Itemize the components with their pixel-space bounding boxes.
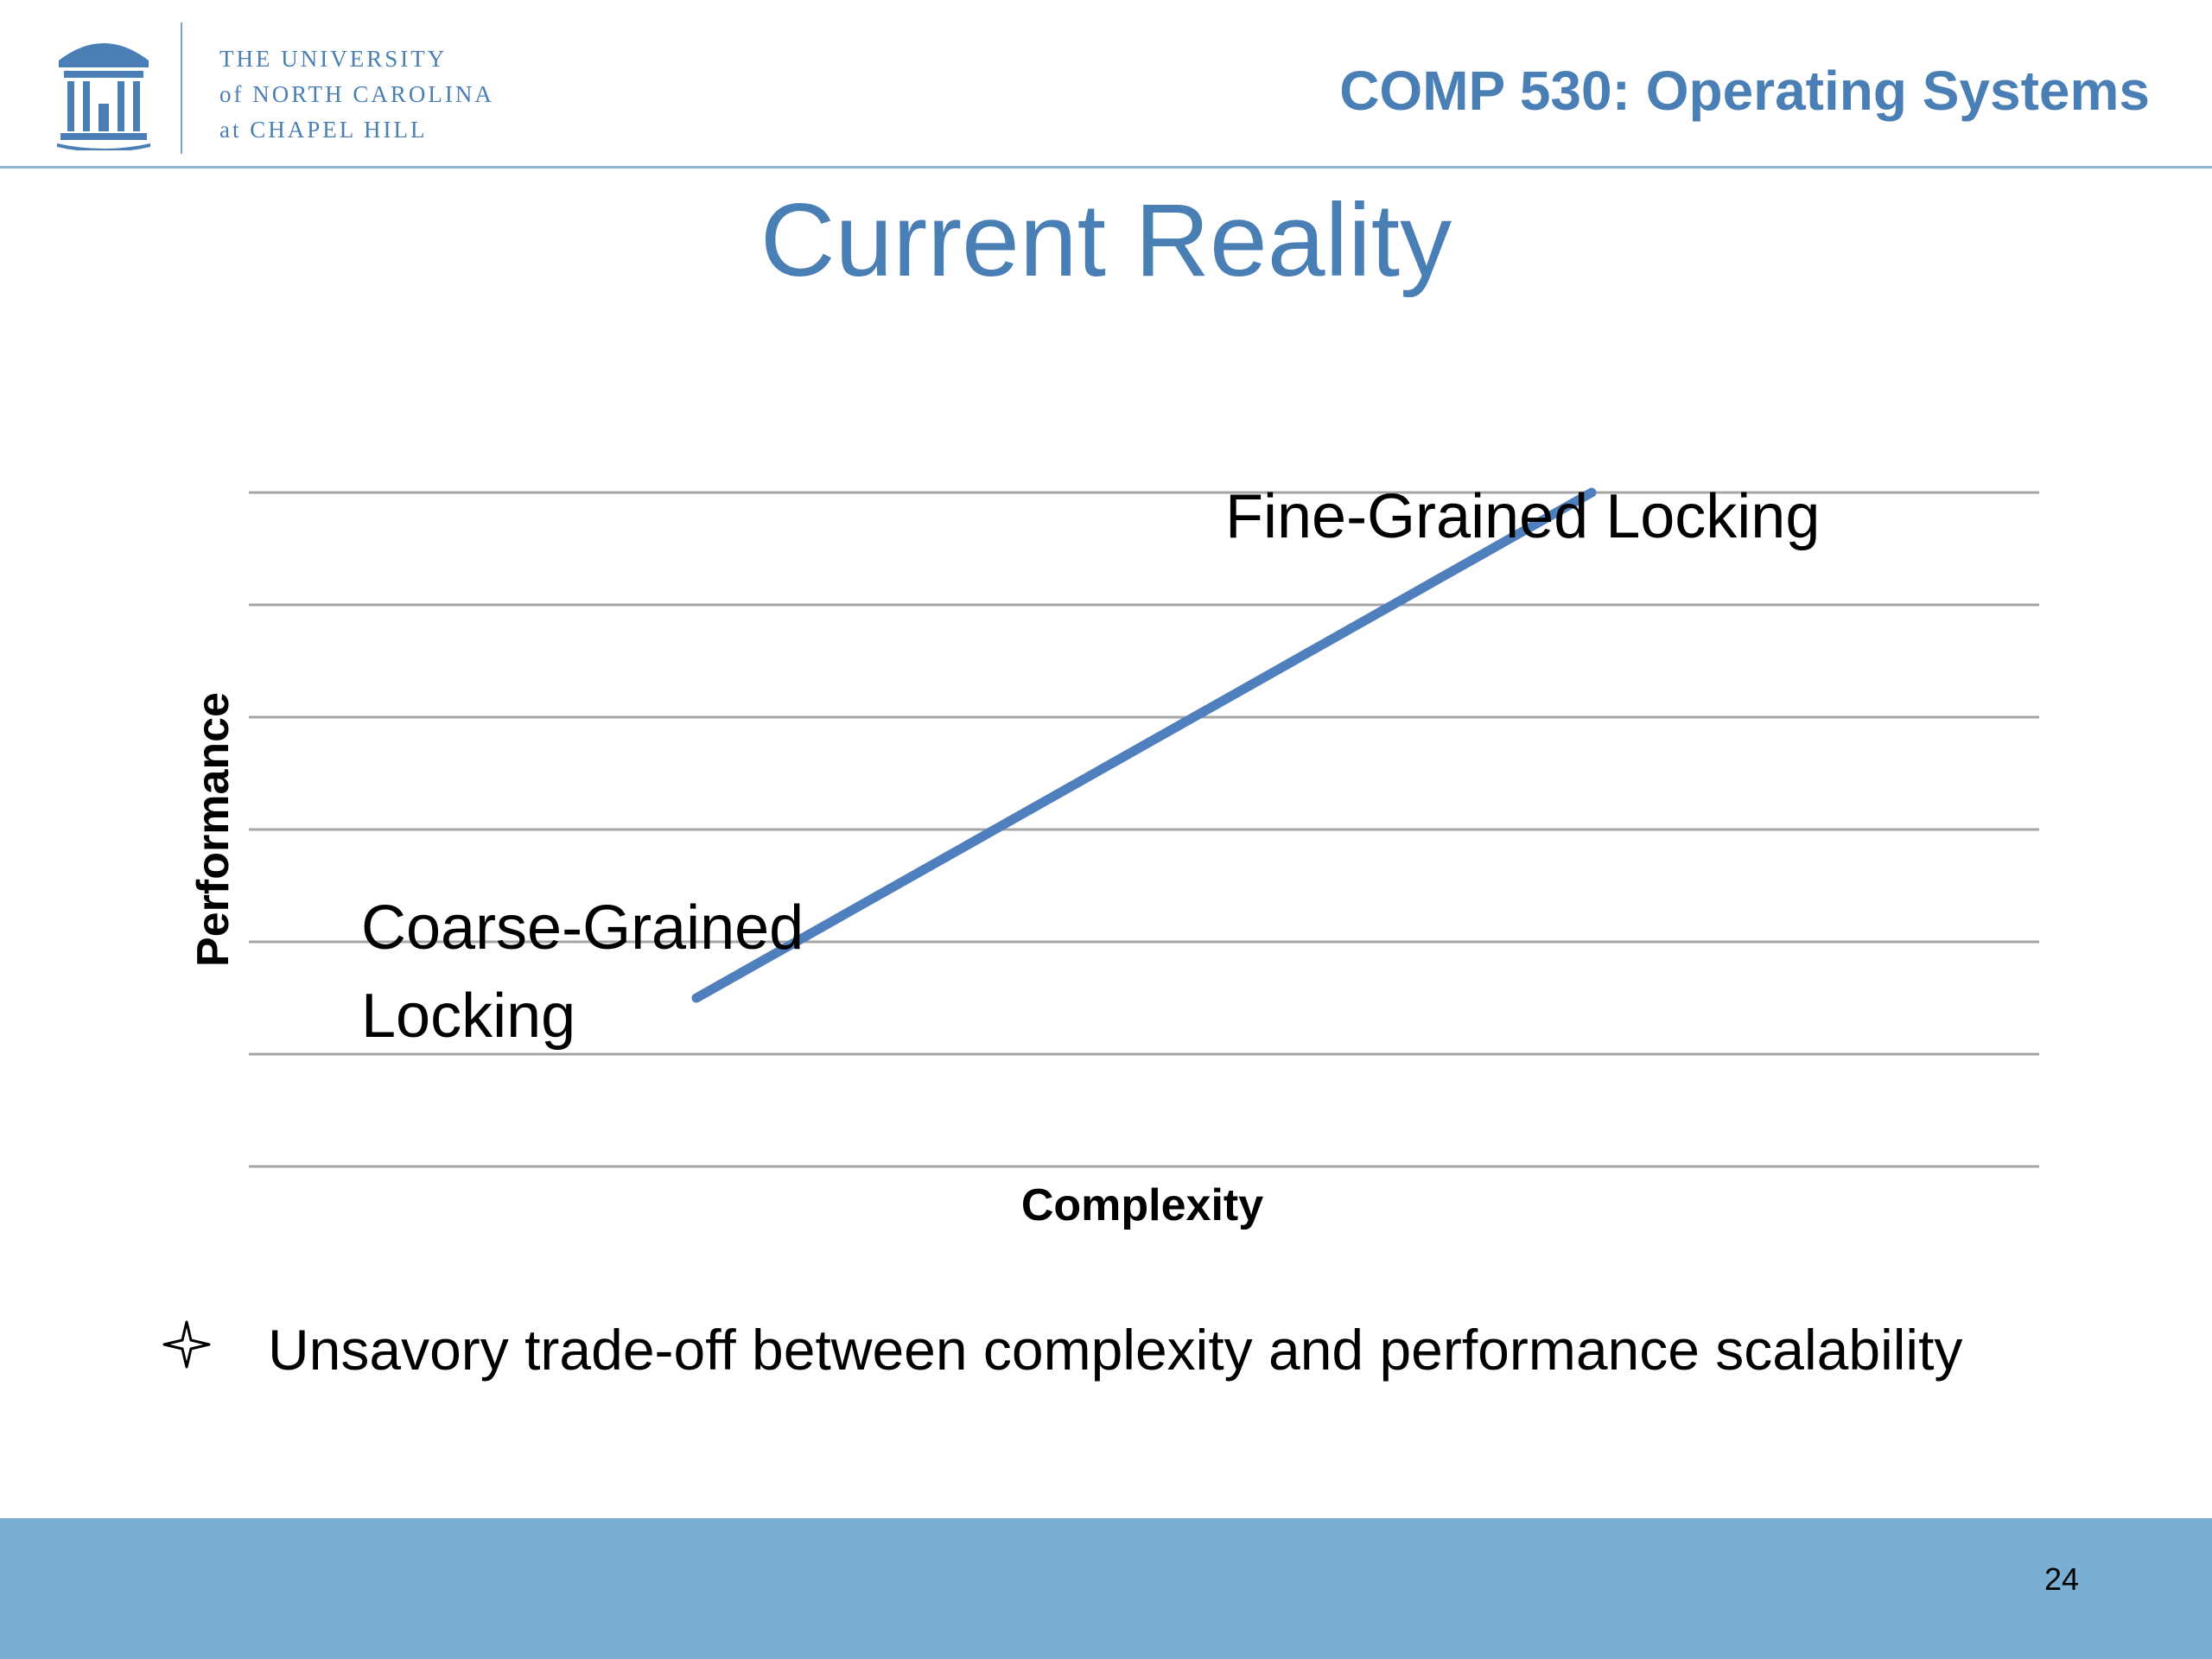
y-axis-label: Performance: [188, 692, 238, 967]
series-line: [691, 487, 1597, 1003]
four-point-star-bullet-icon: [162, 1320, 211, 1369]
logo-divider: [181, 22, 182, 154]
performance-complexity-chart: Complexity Performance Coarse-Grained Locki…: [188, 482, 2039, 1230]
wordmark-line-2: of NORTH CAROLINA: [219, 81, 494, 107]
course-title: COMP 530: Operating Systems: [1339, 60, 2150, 122]
wordmark-line-1: THE UNIVERSITY: [219, 46, 448, 72]
page-number: 24: [2044, 1561, 2079, 1597]
bullet-text: Unsavory trade-off between complexity an…: [268, 1318, 1963, 1382]
annotation-coarse-grained-line-2: Locking: [361, 982, 575, 1051]
header-rule: [0, 166, 2212, 168]
annotation-fine-grained-line-1: Fine-Grained Locking: [1225, 482, 1820, 551]
footer-bar: 24: [0, 1518, 2212, 1659]
old-well-logo-icon: [57, 43, 150, 150]
annotation-coarse-grained-line-1: Coarse-Grained: [361, 893, 804, 963]
university-wordmark: THE UNIVERSITY of NORTH CAROLINA at CHAP…: [219, 41, 494, 148]
wordmark-line-3: at CHAPEL HILL: [219, 117, 428, 143]
header: THE UNIVERSITY of NORTH CAROLINA at CHAP…: [0, 0, 2212, 166]
slide-title: Current Reality: [760, 182, 1452, 298]
x-axis-label: Complexity: [1021, 1180, 1263, 1230]
